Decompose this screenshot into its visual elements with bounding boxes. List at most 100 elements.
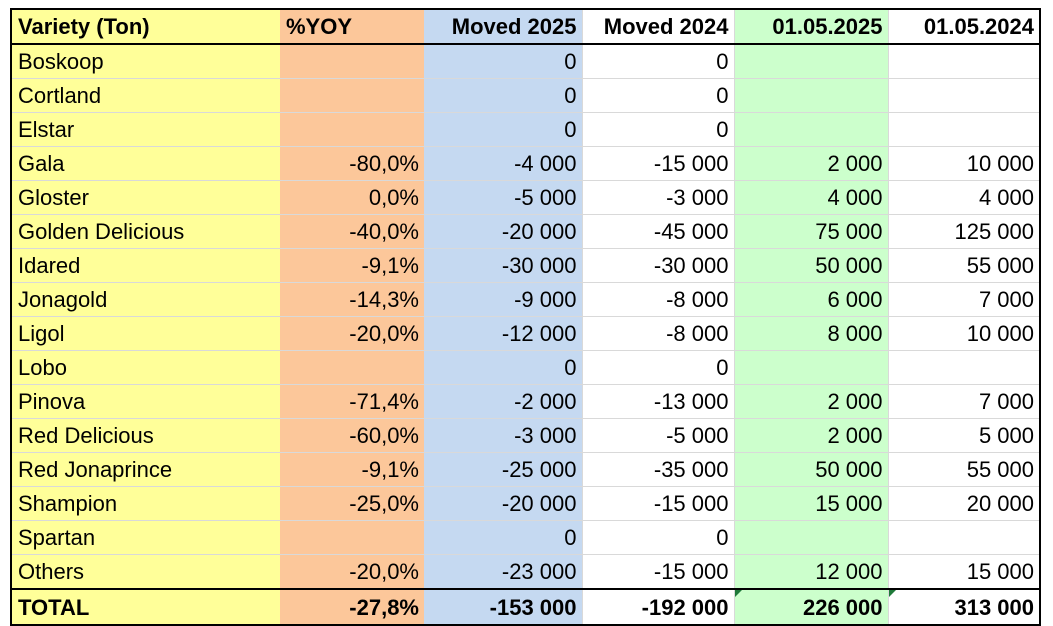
table-row: Boskoop 0 0 — [12, 44, 1039, 79]
variety-cell: Lobo — [12, 350, 280, 385]
variety-cell: Shampion — [12, 486, 280, 521]
variety-cell: Gloster — [12, 180, 280, 215]
stock-2025-cell: 50 000 — [734, 452, 888, 487]
moved-2024-cell: -8 000 — [581, 282, 735, 317]
stock-2025-cell — [734, 44, 888, 79]
stock-2025-cell: 12 000 — [734, 554, 888, 590]
moved-2024-cell: -15 000 — [581, 486, 735, 521]
variety-cell: Ligol — [12, 316, 280, 351]
moved-2025-cell: -4 000 — [424, 146, 582, 181]
yoy-cell — [280, 520, 424, 555]
stock-2025-cell: 4 000 — [734, 180, 888, 215]
yoy-cell: 0,0% — [280, 180, 424, 215]
moved-2025-cell: -5 000 — [424, 180, 582, 215]
moved-2025-cell: -3 000 — [424, 418, 582, 453]
total-stock-2024-cell: 313 000 — [887, 588, 1039, 624]
variety-cell: Spartan — [12, 520, 280, 555]
stock-2025-cell: 50 000 — [734, 248, 888, 283]
stock-2024-cell: 10 000 — [887, 146, 1039, 181]
variety-cell: Gala — [12, 146, 280, 181]
stock-2025-cell — [734, 520, 888, 555]
yoy-cell — [280, 44, 424, 79]
moved-2025-cell: 0 — [424, 350, 582, 385]
variety-cell: Golden Delicious — [12, 214, 280, 249]
table-row: Golden Delicious -40,0% -20 000 -45 000 75 0… — [12, 214, 1039, 249]
header-yoy: %YOY — [280, 10, 424, 45]
moved-2025-cell: 0 — [424, 112, 582, 147]
table-row: Gala -80,0% -4 000 -15 000 2 000 10 000 — [12, 146, 1039, 181]
table-row: Spartan 0 0 — [12, 520, 1039, 555]
moved-2024-cell: 0 — [581, 44, 735, 79]
stock-2024-cell: 125 000 — [887, 214, 1039, 249]
moved-2025-cell: 0 — [424, 78, 582, 113]
stock-2024-cell — [887, 520, 1039, 555]
table-row: Pinova -71,4% -2 000 -13 000 2 000 7 000 — [12, 384, 1039, 419]
moved-2024-cell: -15 000 — [581, 146, 735, 181]
moved-2024-cell: -45 000 — [581, 214, 735, 249]
yoy-cell: -60,0% — [280, 418, 424, 453]
stock-2025-cell: 2 000 — [734, 146, 888, 181]
moved-2024-cell: 0 — [581, 520, 735, 555]
table-row: Others -20,0% -23 000 -15 000 12 000 15 000 — [12, 554, 1039, 590]
table-row: Red Jonaprince -9,1% -25 000 -35 000 50 000 5… — [12, 452, 1039, 487]
table-row: Elstar 0 0 — [12, 112, 1039, 147]
stock-2024-cell: 4 000 — [887, 180, 1039, 215]
table-row: Shampion -25,0% -20 000 -15 000 15 000 20 000 — [12, 486, 1039, 521]
variety-cell: Elstar — [12, 112, 280, 147]
yoy-cell — [280, 350, 424, 385]
moved-2024-cell: -15 000 — [581, 554, 735, 590]
data-table: Variety (Ton) %YOY Moved 2025 Moved 2024… — [12, 10, 1039, 624]
stock-2024-cell: 7 000 — [887, 384, 1039, 419]
apple-stock-table: Variety (Ton) %YOY Moved 2025 Moved 2024… — [10, 8, 1041, 626]
stock-2024-cell: 20 000 — [887, 486, 1039, 521]
stock-2024-cell: 55 000 — [887, 452, 1039, 487]
header-row: Variety (Ton) %YOY Moved 2025 Moved 2024… — [12, 10, 1039, 45]
stock-2024-cell: 5 000 — [887, 418, 1039, 453]
yoy-cell: -20,0% — [280, 316, 424, 351]
stock-2024-cell — [887, 350, 1039, 385]
stock-2025-cell: 75 000 — [734, 214, 888, 249]
variety-cell: Others — [12, 554, 280, 590]
moved-2025-cell: -2 000 — [424, 384, 582, 419]
stock-2024-cell — [887, 78, 1039, 113]
moved-2025-cell: -30 000 — [424, 248, 582, 283]
yoy-cell: -20,0% — [280, 554, 424, 590]
stock-2025-cell — [734, 112, 888, 147]
stock-2024-cell — [887, 112, 1039, 147]
stock-2025-cell: 6 000 — [734, 282, 888, 317]
stock-2024-cell: 10 000 — [887, 316, 1039, 351]
yoy-cell — [280, 112, 424, 147]
moved-2024-cell: -8 000 — [581, 316, 735, 351]
header-stock-2024: 01.05.2024 — [887, 10, 1039, 45]
total-row: TOTAL -27,8% -153 000 -192 000 226 000 313 00… — [12, 588, 1039, 624]
moved-2025-cell: -20 000 — [424, 486, 582, 521]
table-row: Gloster 0,0% -5 000 -3 000 4 000 4 000 — [12, 180, 1039, 215]
moved-2025-cell: -23 000 — [424, 554, 582, 590]
stock-2025-cell: 2 000 — [734, 384, 888, 419]
stock-2024-cell: 7 000 — [887, 282, 1039, 317]
moved-2024-cell: -30 000 — [581, 248, 735, 283]
stock-2024-cell — [887, 44, 1039, 79]
table-row: Cortland 0 0 — [12, 78, 1039, 113]
variety-cell: Idared — [12, 248, 280, 283]
variety-cell: Boskoop — [12, 44, 280, 79]
moved-2025-cell: 0 — [424, 44, 582, 79]
stock-2024-cell: 55 000 — [887, 248, 1039, 283]
yoy-cell: -25,0% — [280, 486, 424, 521]
header-moved-2024: Moved 2024 — [581, 10, 735, 45]
moved-2024-cell: 0 — [581, 112, 735, 147]
variety-cell: Jonagold — [12, 282, 280, 317]
total-stock-2025-cell: 226 000 — [734, 588, 888, 624]
variety-cell: Red Jonaprince — [12, 452, 280, 487]
yoy-cell: -80,0% — [280, 146, 424, 181]
yoy-cell: -71,4% — [280, 384, 424, 419]
yoy-cell: -9,1% — [280, 248, 424, 283]
table-row: Ligol -20,0% -12 000 -8 000 8 000 10 000 — [12, 316, 1039, 351]
moved-2024-cell: -13 000 — [581, 384, 735, 419]
moved-2024-cell: -3 000 — [581, 180, 735, 215]
moved-2024-cell: -35 000 — [581, 452, 735, 487]
variety-cell: Cortland — [12, 78, 280, 113]
moved-2025-cell: -25 000 — [424, 452, 582, 487]
stock-2024-cell: 15 000 — [887, 554, 1039, 590]
total-yoy-cell: -27,8% — [280, 588, 424, 624]
